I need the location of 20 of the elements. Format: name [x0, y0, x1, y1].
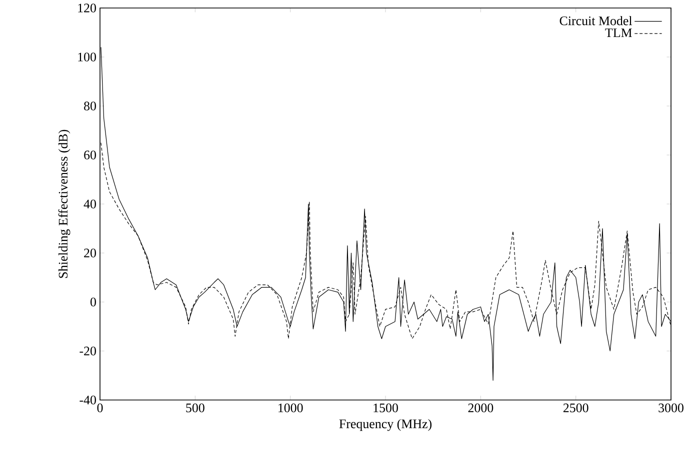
x-tick-label: 3000 — [658, 404, 684, 412]
y-tick-label: 0 — [90, 298, 96, 306]
x-tick-label: 2500 — [563, 404, 588, 412]
y-tick-label: 60 — [84, 150, 96, 160]
y-tick-label: 100 — [78, 52, 96, 62]
y-axis-title: Shielding Effectiveness (dB) — [58, 130, 70, 278]
y-tick-label: 20 — [84, 248, 96, 258]
legend-label: TLM — [605, 28, 632, 38]
y-tick-label: 40 — [84, 200, 96, 208]
y-tick-label: -20 — [80, 346, 96, 356]
y-tick-label: 80 — [84, 102, 96, 110]
x-tick-label: 500 — [186, 404, 204, 412]
x-tick-label: 0 — [97, 404, 103, 412]
x-tick-label: 1500 — [374, 404, 398, 412]
y-tick-label: 120 — [78, 4, 96, 12]
x-axis-title: Frequency (MHz) — [339, 419, 432, 431]
x-tick-label: 2000 — [468, 404, 494, 412]
y-tick-label: -40 — [80, 396, 96, 404]
legend-label: Circuit Model — [560, 16, 632, 26]
x-tick-label: 1000 — [278, 404, 303, 412]
